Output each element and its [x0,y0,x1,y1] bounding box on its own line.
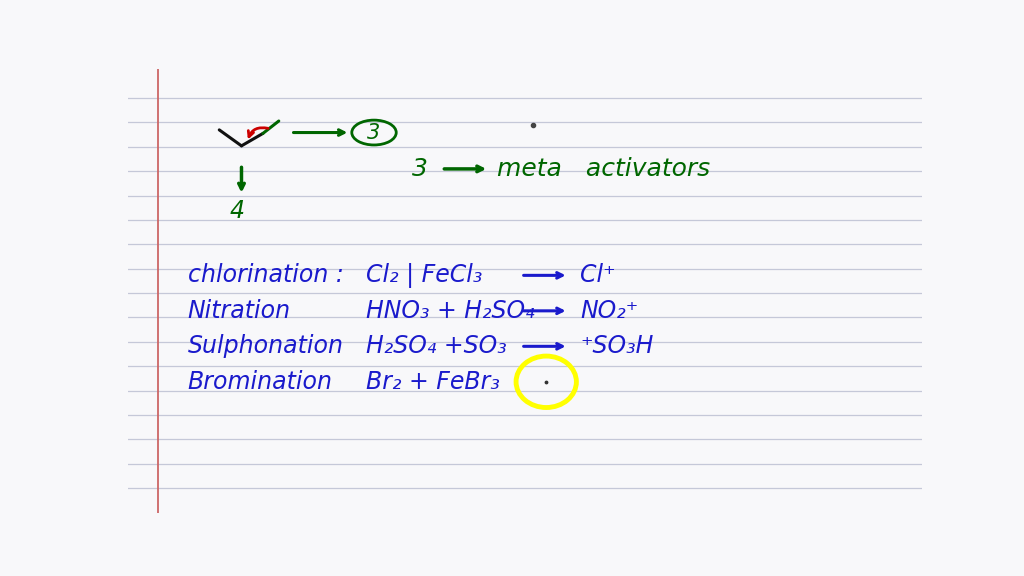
Text: Bromination: Bromination [187,370,333,394]
Text: H₂SO₄ +SO₃: H₂SO₄ +SO₃ [367,334,507,358]
Text: Nitration: Nitration [187,299,291,323]
Text: 4: 4 [229,199,244,223]
Text: NO₂⁺: NO₂⁺ [581,299,639,323]
Text: ⁺SO₃H: ⁺SO₃H [581,334,653,358]
Text: 3: 3 [368,123,381,142]
FancyBboxPatch shape [128,69,922,513]
Text: chlorination :: chlorination : [187,263,343,287]
Text: meta   activators: meta activators [497,157,711,181]
Text: Cl⁺: Cl⁺ [581,263,616,287]
Text: Sulphonation: Sulphonation [187,334,343,358]
Text: Br₂ + FeBr₃: Br₂ + FeBr₃ [367,370,500,394]
Text: 3: 3 [412,157,428,181]
Text: HNO₃ + H₂SO₄: HNO₃ + H₂SO₄ [367,299,535,323]
Text: Cl₂ | FeCl₃: Cl₂ | FeCl₃ [367,263,482,288]
